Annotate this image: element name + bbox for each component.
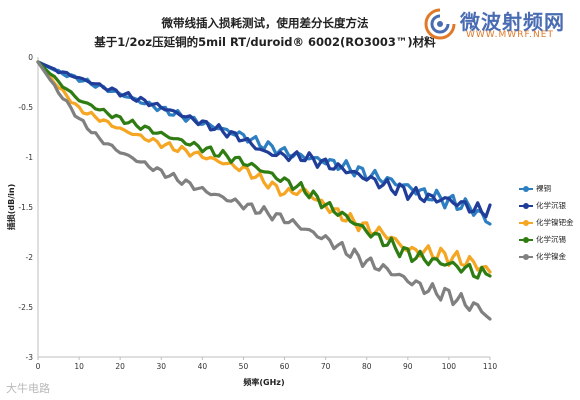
- legend-item: 化学沉银: [519, 197, 574, 214]
- x-tick-label: 110: [483, 362, 498, 371]
- legend-swatch: [519, 236, 533, 243]
- y-tick-label: -2: [26, 253, 34, 262]
- y-tick-label: -1: [26, 153, 34, 162]
- legend-label: 裸铜: [536, 184, 551, 193]
- x-axis-label: 频率(GHz): [243, 377, 284, 387]
- x-tick-label: 20: [115, 362, 125, 371]
- logo-name-en: WWW.MWRF.NET: [466, 30, 554, 40]
- y-tick-label: -0.5: [18, 103, 33, 112]
- series-line: [36, 60, 492, 274]
- x-tick-label: 80: [362, 362, 372, 371]
- series-line: [36, 60, 492, 321]
- y-axis-label: 插损(dB/in): [6, 184, 16, 231]
- series-line: [36, 60, 492, 280]
- logo-name-cn: 微波射频网: [460, 10, 565, 34]
- x-tick-label: 60: [280, 362, 290, 371]
- legend-label: 化学镍金: [536, 252, 566, 261]
- series-line: [36, 60, 492, 219]
- logo-mark-icon: [424, 8, 456, 40]
- legend-item: 化学沉锡: [519, 231, 574, 248]
- series-line: [36, 60, 492, 226]
- y-tick-label: -3: [26, 353, 34, 362]
- chart-legend: 裸铜化学沉银化学镍钯金化学沉锡化学镍金: [519, 180, 574, 265]
- x-tick-label: 100: [442, 362, 457, 371]
- legend-label: 化学沉锡: [536, 235, 566, 244]
- y-tick-label: -2.5: [18, 303, 33, 312]
- chart-title: 微带线插入损耗测试，使用差分长度方法 基于1/2oz压延铜的5mil RT/du…: [70, 14, 460, 52]
- watermark-text: 大牛电路: [6, 382, 50, 395]
- y-tick-label: 0: [28, 53, 33, 62]
- x-tick-label: 40: [198, 362, 208, 371]
- legend-swatch: [519, 253, 533, 260]
- x-tick-label: 0: [36, 362, 41, 371]
- x-tick-label: 50: [239, 362, 249, 371]
- legend-swatch: [519, 202, 533, 209]
- legend-item: 化学镍金: [519, 248, 574, 265]
- legend-item: 化学镍钯金: [519, 214, 574, 231]
- site-logo: 微波射频网 WWW.MWRF.NET: [422, 6, 572, 44]
- x-tick-label: 70: [321, 362, 331, 371]
- chart-title-line-1: 微带线插入损耗测试，使用差分长度方法: [161, 16, 369, 30]
- chart-title-line-2: 基于1/2oz压延铜的5mil RT/duroid® 6002(RO3003™)…: [94, 35, 436, 49]
- legend-label: 化学沉银: [536, 201, 566, 210]
- legend-label: 化学镍钯金: [536, 218, 574, 227]
- x-tick-label: 10: [74, 362, 84, 371]
- legend-swatch: [519, 219, 533, 226]
- x-tick-label: 90: [403, 362, 413, 371]
- legend-swatch: [519, 185, 533, 192]
- x-tick-label: 30: [156, 362, 166, 371]
- legend-item: 裸铜: [519, 180, 574, 197]
- y-tick-label: -1.5: [18, 203, 33, 212]
